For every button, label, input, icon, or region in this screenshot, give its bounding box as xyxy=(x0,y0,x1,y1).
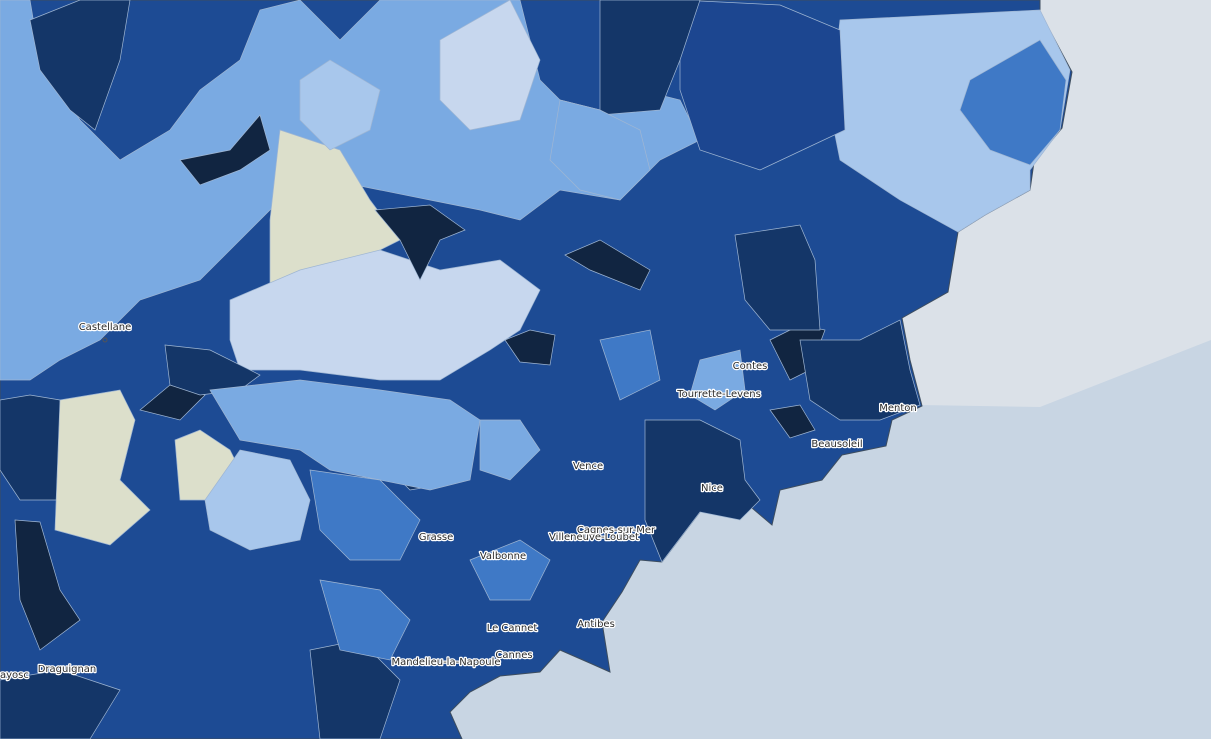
place-label: Castellane xyxy=(79,322,132,333)
place-label: Antibes xyxy=(577,619,615,630)
place-label: Villeneuve-Loubet xyxy=(549,532,639,543)
place-label: Vence xyxy=(573,461,603,472)
place-label: Grasse xyxy=(419,532,454,543)
place-label: Contes xyxy=(733,361,768,372)
place-label: Menton xyxy=(879,403,917,414)
regions xyxy=(0,0,1071,739)
place-label: Cagnes-sur-Mer xyxy=(577,525,656,536)
place-label: Mandelieu-la-Napoule xyxy=(391,657,500,668)
place-label: Le Cannet xyxy=(487,623,538,634)
place-label: Tourrette-Levens xyxy=(676,389,761,400)
place-label: Beausoleil xyxy=(811,439,862,450)
place-label: ayosc xyxy=(0,670,29,681)
place-label: Nice xyxy=(701,483,723,494)
place-marker xyxy=(102,337,108,343)
place-label: Valbonne xyxy=(480,551,526,562)
place-label: Cannes xyxy=(495,650,532,661)
labels: Castellane Contes Tourrette-Levens Mento… xyxy=(0,321,918,683)
place-label: Draguignan xyxy=(38,664,97,675)
